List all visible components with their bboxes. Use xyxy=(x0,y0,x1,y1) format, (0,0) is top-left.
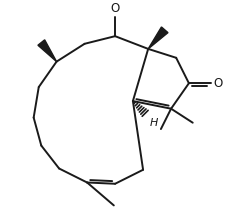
Text: O: O xyxy=(110,2,120,15)
Text: H: H xyxy=(150,118,158,128)
Polygon shape xyxy=(148,27,168,49)
Text: O: O xyxy=(214,77,223,90)
Polygon shape xyxy=(38,40,57,62)
